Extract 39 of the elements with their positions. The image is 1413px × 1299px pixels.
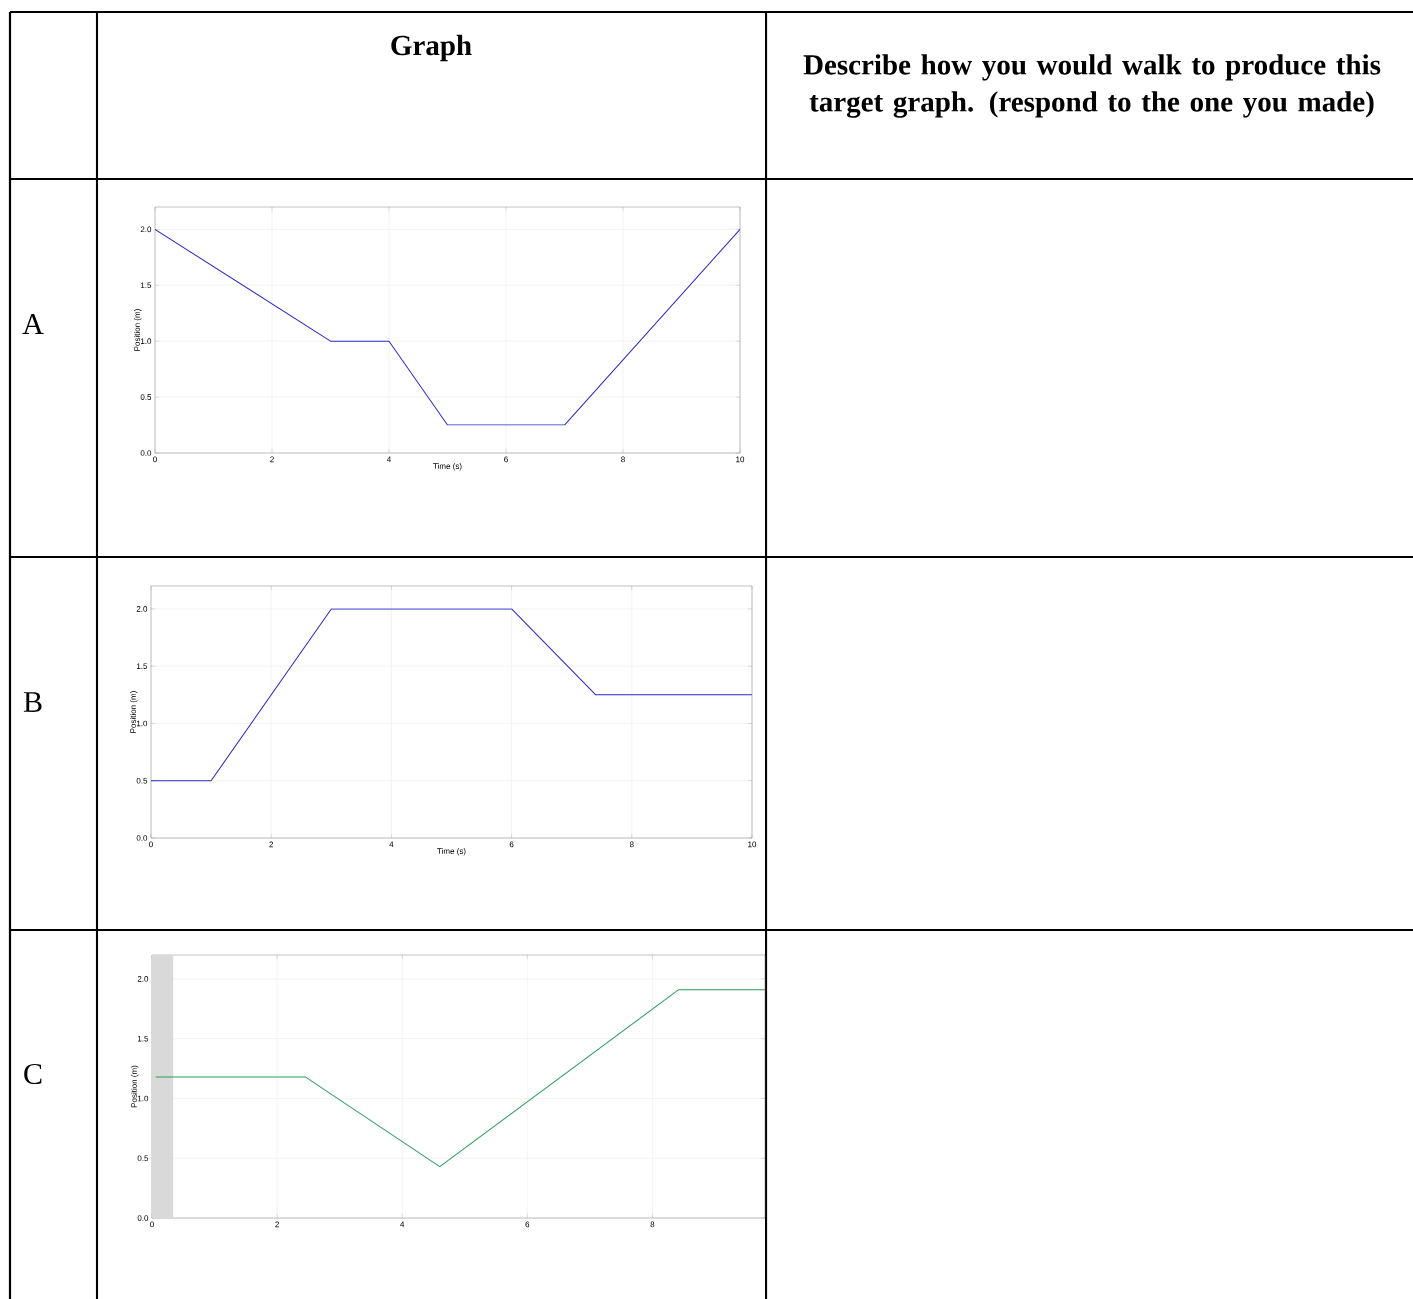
y-tick-label: 2.0 <box>140 226 152 233</box>
y-tick-label: 0.0 <box>137 1215 149 1221</box>
x-tick-label: 10 <box>736 456 745 463</box>
y-tick-label: 0.5 <box>136 777 148 784</box>
x-tick-label: 6 <box>509 841 514 848</box>
x-axis-title: Time (s) <box>433 463 462 471</box>
y-tick-label: 1.5 <box>136 663 148 669</box>
text: B <box>23 692 42 712</box>
x-tick-label: 2 <box>270 456 274 463</box>
x-tick-label: 0 <box>150 1221 154 1228</box>
y-tick-label: 0.5 <box>140 394 152 400</box>
x-tick-label: 8 <box>629 841 634 848</box>
x-tick-label: 0 <box>149 841 153 848</box>
y-tick-label: 1.5 <box>137 1035 149 1042</box>
y-tick-label: 1.5 <box>140 282 152 289</box>
y-tick-label: 0.0 <box>136 835 148 841</box>
x-tick-label: 10 <box>748 841 757 848</box>
y-tick-label: 1.0 <box>140 338 152 345</box>
y-tick-label: 2.0 <box>136 606 148 612</box>
y-tick-label: 0.0 <box>140 450 152 456</box>
x-tick-label: 4 <box>386 456 391 463</box>
x-tick-label: 6 <box>525 1221 530 1228</box>
x-tick-label: 4 <box>400 1221 405 1228</box>
x-tick-label: 6 <box>504 456 508 463</box>
text: C <box>24 1063 42 1085</box>
x-tick-label: 2 <box>269 841 274 848</box>
y-tick-label: 2.0 <box>137 976 149 982</box>
y-tick-label: 0.5 <box>137 1155 149 1162</box>
x-tick-label: 8 <box>621 456 625 463</box>
text: Describe how you would walk to produce this target graph. (respond to the one you made) <box>803 54 1381 118</box>
text: A <box>22 314 44 334</box>
x-tick-label: 8 <box>650 1221 655 1228</box>
y-tick-label: 1.0 <box>136 720 148 727</box>
text: Graph <box>391 34 472 62</box>
y-tick-label: 1.0 <box>137 1095 149 1102</box>
x-tick-label: 0 <box>153 456 157 463</box>
x-tick-label: 2 <box>275 1221 279 1228</box>
x-axis-title: Time (s) <box>437 848 466 856</box>
x-tick-label: 4 <box>389 841 394 848</box>
